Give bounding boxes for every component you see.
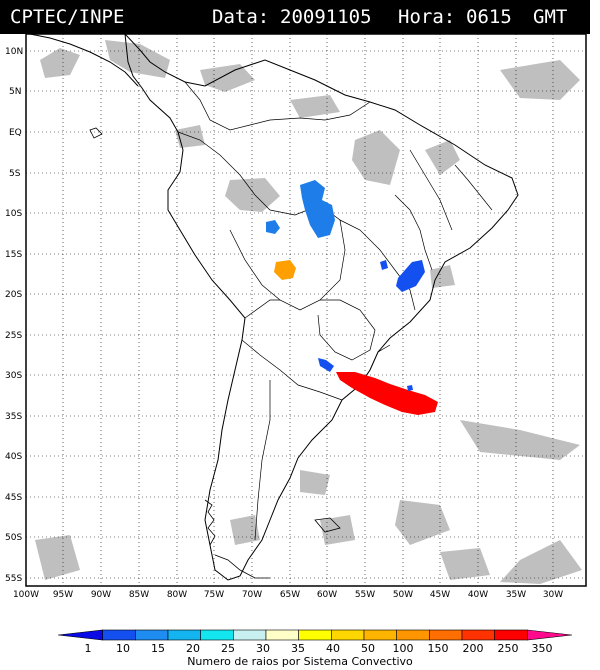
lat-label: 55S (5, 574, 22, 584)
lon-label: 55W (355, 590, 375, 600)
legend-tick: 20 (186, 642, 200, 655)
legend-swatch (396, 629, 430, 641)
graticule (26, 34, 586, 586)
convective-system-uruguay (336, 372, 438, 415)
lat-label: 25S (5, 331, 22, 341)
date-value: 20091105 (280, 6, 372, 28)
legend-tick: 1 (85, 642, 92, 655)
map-frame (25, 34, 587, 587)
hour-value: 0615 (466, 6, 512, 28)
galapagos-islands (89, 127, 103, 139)
lat-label: 20S (5, 290, 22, 300)
legend-swatch (167, 629, 201, 641)
legend-swatch (429, 629, 463, 641)
lat-label: 40S (5, 452, 22, 462)
hour-label: Hora: (398, 6, 456, 28)
central-america-coastline (29, 34, 139, 87)
lon-label: 95W (53, 590, 73, 600)
legend-caption: Numero de raios por Sistema Convectivo (187, 655, 413, 668)
country-borders (177, 81, 493, 541)
lon-label: 35W (506, 590, 526, 600)
south-america-coastline (124, 34, 519, 581)
legend-tick-labels: 1 10 15 20 25 30 35 40 50 100 150 200 25… (85, 642, 553, 655)
legend-tick: 35 (291, 642, 305, 655)
lon-label: 80W (167, 590, 187, 600)
color-legend (57, 629, 573, 641)
legend-tick: 15 (151, 642, 165, 655)
lon-label: 70W (242, 590, 262, 600)
legend-swatch (363, 629, 397, 641)
latitude-labels: 10N 5N EQ 5S 10S 15S 20S 25S 30S 35S 40S… (5, 47, 23, 584)
legend-swatch (461, 629, 495, 641)
lon-label: 50W (393, 590, 413, 600)
lon-label: 40W (468, 590, 488, 600)
lat-label: 35S (5, 412, 22, 422)
legend-swatch (527, 629, 573, 641)
lat-label: 5N (9, 87, 21, 97)
lat-label: 5S (9, 169, 21, 179)
convective-system-minas (396, 260, 425, 292)
patagonia-islands (204, 499, 270, 579)
lon-label: 45W (430, 590, 450, 600)
convective-system-bolivia (274, 260, 296, 280)
longitude-labels: 100W 95W 90W 85W 80W 75W 70W 65W 60W 55W… (13, 590, 563, 600)
lightning-map: 10N 5N EQ 5S 10S 15S 20S 25S 30S 35S 40S… (5, 34, 587, 655)
convective-system-amazon (266, 180, 335, 238)
legend-tick: 50 (361, 642, 375, 655)
legend-tick: 250 (498, 642, 519, 655)
date-label: Data: (212, 6, 270, 28)
legend-swatch (233, 629, 267, 641)
legend-swatch (265, 629, 299, 641)
legend-tick: 30 (256, 642, 270, 655)
lon-label: 100W (13, 590, 39, 600)
lat-label: 50S (5, 533, 22, 543)
lon-label: 85W (129, 590, 149, 600)
legend-swatch (135, 629, 169, 641)
lon-label: 65W (280, 590, 300, 600)
legend-swatch (57, 629, 103, 641)
source-label: CPTEC/INPE (10, 6, 125, 28)
lat-label: 30S (5, 371, 22, 381)
legend-tick: 40 (326, 642, 340, 655)
legend-swatch (298, 629, 332, 641)
lon-label: 75W (204, 590, 224, 600)
cloud-cover (35, 40, 582, 584)
legend-tick: 350 (532, 642, 553, 655)
convective-cell-argentina (318, 358, 334, 372)
convective-cell-coast (407, 385, 413, 391)
convective-cell-minas-small (380, 260, 388, 270)
legend-swatch (200, 629, 234, 641)
legend-swatch (331, 629, 365, 641)
lat-label: EQ (9, 128, 22, 138)
lon-label: 90W (91, 590, 111, 600)
legend-tick: 10 (116, 642, 130, 655)
lon-label: 30W (543, 590, 563, 600)
lat-label: 10N (5, 47, 23, 57)
legend-swatch (102, 629, 136, 641)
legend-tick: 200 (463, 642, 484, 655)
legend-tick: 25 (221, 642, 235, 655)
lat-label: 10S (5, 209, 22, 219)
legend-tick: 150 (428, 642, 449, 655)
lat-label: 45S (5, 493, 22, 503)
title-bar: CPTEC/INPE Data: 20091105 Hora: 0615 GMT (0, 0, 590, 34)
legend-tick: 100 (393, 642, 414, 655)
lat-label: 15S (5, 250, 22, 260)
falkland-islands (314, 517, 341, 533)
legend-swatch (494, 629, 528, 641)
timezone-label: GMT (533, 6, 568, 28)
lon-label: 60W (317, 590, 337, 600)
